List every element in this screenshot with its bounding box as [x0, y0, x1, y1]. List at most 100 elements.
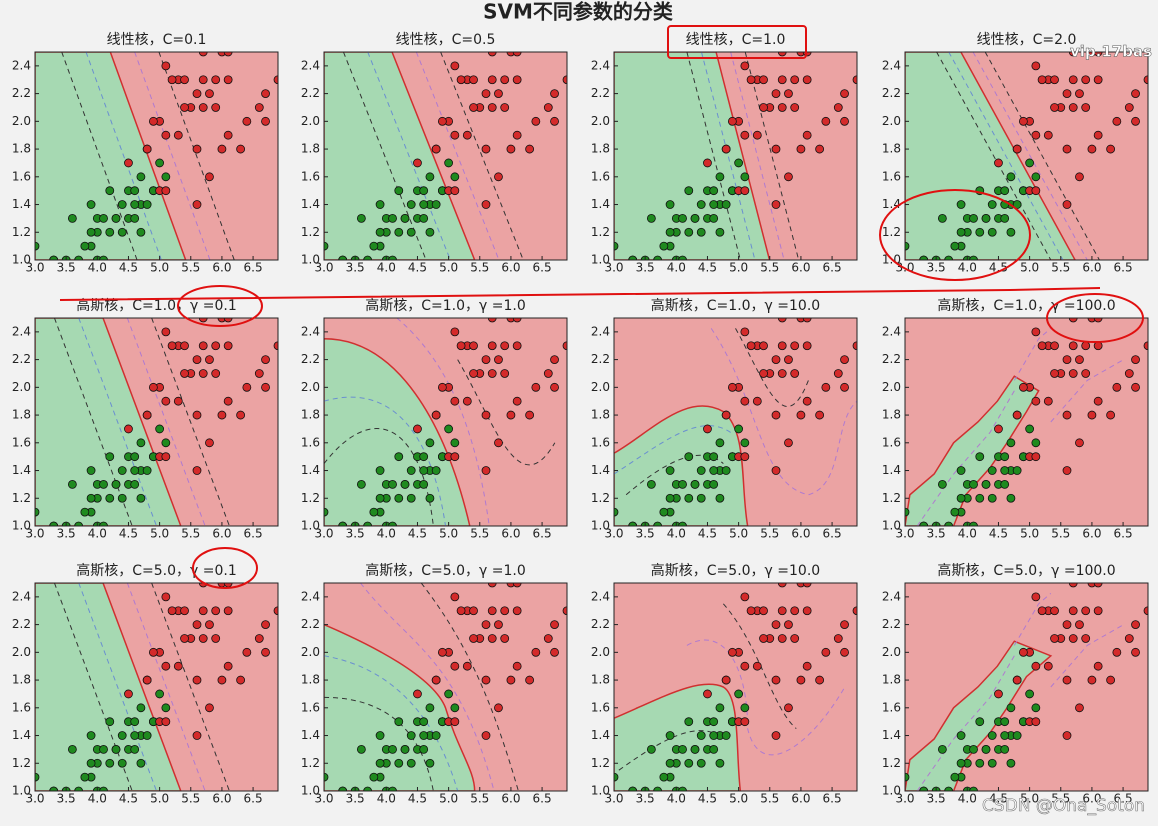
sample-point [105, 186, 115, 196]
sample-point [512, 52, 522, 57]
plot-area [324, 318, 567, 526]
sample-point [994, 689, 1003, 699]
sample-point [425, 227, 435, 237]
sample-point [363, 786, 373, 791]
y-tick-label: 2.4 [591, 58, 610, 72]
y-tick-label: 1.8 [12, 142, 31, 156]
sample-point [543, 634, 553, 643]
sample-point [356, 479, 366, 489]
y-tick-label: 2.0 [301, 645, 320, 659]
x-tick-label: 5.5 [1051, 261, 1070, 275]
sample-point [180, 606, 189, 616]
sample-point [1050, 606, 1059, 616]
sample-point [388, 479, 397, 489]
sample-point [161, 452, 171, 462]
y-tick-label: 1.0 [591, 253, 610, 267]
sample-point [802, 606, 812, 616]
sample-point [512, 606, 522, 616]
sample-point [987, 466, 997, 475]
sample-point [105, 717, 115, 727]
sample-point [727, 382, 737, 392]
sample-point [198, 103, 208, 112]
sample-point [759, 103, 768, 112]
sample-point [406, 227, 416, 237]
margin-contour [1014, 593, 1123, 687]
sample-point [324, 507, 329, 517]
x-tick-label: 5.0 [150, 261, 169, 275]
sample-point [223, 318, 233, 323]
sample-point [715, 493, 725, 503]
sample-point [130, 731, 140, 740]
y-tick-label: 2.4 [882, 589, 901, 603]
x-tick-label: 6.5 [823, 261, 842, 275]
sample-point [425, 758, 435, 768]
sample-point [740, 592, 750, 602]
sample-point [678, 745, 687, 754]
sample-point [406, 493, 416, 503]
sample-point [512, 75, 522, 85]
sample-point [450, 592, 460, 602]
y-tick-label: 1.8 [12, 673, 31, 687]
sample-point [67, 213, 77, 223]
sample-point [1075, 703, 1084, 713]
y-tick-label: 1.4 [301, 728, 320, 742]
sample-point [273, 606, 278, 616]
sample-point [937, 213, 947, 223]
sample-point [419, 452, 429, 462]
sample-point [161, 703, 171, 713]
sample-point [1006, 493, 1016, 503]
sample-point [406, 200, 416, 209]
x-tick-label: 6.5 [244, 527, 263, 541]
y-tick-label: 2.0 [12, 645, 31, 659]
sample-point [487, 369, 497, 378]
sample-point [1143, 341, 1148, 351]
x-tick-label: 5.5 [470, 527, 489, 541]
subplot-title: 高斯核，C=5.0，γ =10.0 [651, 562, 820, 579]
decision-regions [905, 328, 1124, 526]
sample-point [261, 89, 270, 98]
x-tick-label: 4.5 [989, 792, 1008, 806]
y-tick-label: 1.0 [12, 253, 31, 267]
sample-point [431, 675, 441, 685]
sample-point [86, 731, 96, 740]
sample-point [205, 703, 214, 713]
margin-contour [54, 583, 132, 791]
x-tick-label: 6.5 [244, 792, 263, 806]
sample-point [450, 186, 460, 196]
sample-point [919, 786, 929, 791]
axes-frame [34, 51, 279, 261]
sample-point [512, 583, 522, 588]
sample-point [394, 493, 404, 503]
sample-point [406, 758, 416, 768]
sample-point [1093, 130, 1103, 140]
sample-point [192, 200, 202, 209]
sample-point [852, 341, 857, 351]
sample-point [425, 438, 435, 448]
x-tick-label: 5.0 [1020, 792, 1039, 806]
margin-contour [152, 583, 230, 791]
sample-point [1062, 466, 1072, 475]
sample-point [99, 745, 108, 754]
sample-point [771, 200, 781, 209]
sample-point [99, 786, 108, 791]
y-tick-label: 1.8 [591, 673, 610, 687]
sample-point [777, 75, 787, 85]
sample-point [1031, 327, 1041, 337]
sample-point [784, 438, 793, 448]
sample-point [1031, 717, 1041, 727]
sample-point [740, 61, 750, 71]
y-tick-label: 1.6 [12, 700, 31, 714]
y-tick-label: 2.2 [301, 617, 320, 631]
subplot-title: 线性核，C=0.1 [107, 32, 207, 48]
sample-point [721, 200, 731, 209]
sample-point [1068, 606, 1078, 616]
sample-point [696, 758, 706, 768]
sample-point [740, 327, 750, 337]
sample-point [180, 341, 189, 351]
y-tick-label: 1.2 [591, 756, 610, 770]
sample-point [969, 745, 978, 754]
margin-contour [62, 52, 137, 260]
x-tick-label: 3.0 [604, 792, 623, 806]
sample-point [715, 438, 725, 448]
sample-point [919, 255, 929, 260]
